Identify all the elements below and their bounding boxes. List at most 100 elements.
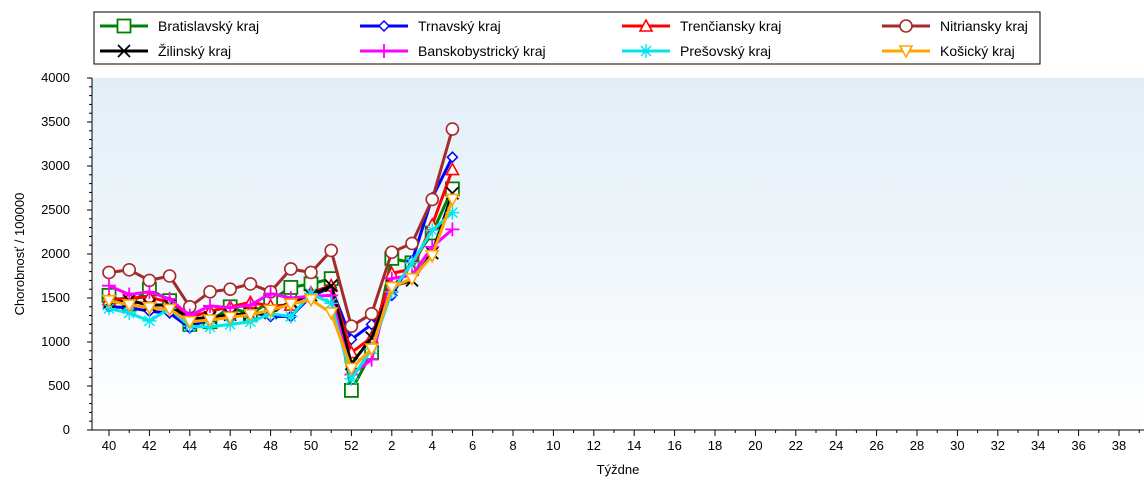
legend-marker	[899, 19, 913, 33]
legend-item: Banskobystrický kraj	[360, 43, 546, 59]
data-point	[445, 161, 460, 176]
legend-item: Trnavský kraj	[360, 18, 501, 34]
legend-label: Bratislavský kraj	[158, 18, 259, 34]
data-point	[102, 301, 116, 316]
y-tick-label: 4000	[41, 70, 70, 85]
data-point	[324, 296, 339, 311]
x-tick-label: 38	[1112, 438, 1126, 453]
data-point	[121, 299, 137, 313]
data-point	[223, 282, 237, 297]
x-tick-label: 36	[1071, 438, 1085, 453]
data-point	[202, 314, 218, 328]
x-tick-label: 32	[991, 438, 1005, 453]
x-tick-label: 42	[142, 438, 156, 453]
data-point	[384, 245, 399, 260]
data-point	[324, 279, 338, 293]
data-point	[102, 278, 116, 293]
x-tick-label: 8	[509, 438, 516, 453]
legend-item: Prešovský kraj	[622, 43, 771, 59]
x-tick-label: 20	[748, 438, 762, 453]
data-point	[283, 309, 298, 324]
legend-marker	[377, 44, 391, 58]
data-point	[364, 307, 379, 321]
data-point	[303, 293, 319, 308]
series-group	[101, 122, 460, 398]
data-point	[445, 193, 460, 208]
x-tick-label: 52	[344, 438, 358, 453]
y-tick-label: 2500	[41, 202, 70, 217]
x-tick-label: 24	[829, 438, 843, 453]
data-point	[263, 286, 278, 301]
x-tick-label: 26	[869, 438, 883, 453]
data-point	[344, 319, 359, 333]
data-point	[283, 262, 298, 276]
legend-marker	[898, 45, 914, 59]
x-tick-label: 14	[627, 438, 641, 453]
x-axis-title: Týždne	[597, 462, 640, 477]
legend-marker	[639, 44, 653, 58]
data-point	[323, 307, 339, 321]
legend-item: Žilinský kraj	[100, 43, 231, 59]
plot-area	[92, 78, 1144, 430]
legend-label: Žilinský kraj	[158, 43, 231, 59]
legend-label: Trnavský kraj	[418, 18, 501, 34]
legend-label: Trenčiansky kraj	[680, 18, 781, 34]
x-tick-label: 10	[546, 438, 560, 453]
x-tick-label: 16	[667, 438, 681, 453]
x-tick-label: 34	[1031, 438, 1045, 453]
data-point	[344, 371, 359, 386]
data-point	[445, 205, 460, 220]
legend-label: Košický kraj	[940, 43, 1015, 59]
x-tick-label: 30	[950, 438, 964, 453]
data-point	[304, 286, 318, 301]
series-6	[102, 222, 460, 382]
data-point	[405, 255, 419, 270]
legend-marker	[116, 18, 132, 34]
data-point	[263, 304, 278, 318]
y-tick-label: 0	[63, 422, 70, 437]
x-tick-label: 22	[789, 438, 803, 453]
y-ticks: 0 500 1000 1500 2000 2500 3000 3500 4000	[41, 70, 92, 437]
data-point	[364, 343, 379, 357]
data-point	[344, 362, 359, 377]
legend-marker	[638, 18, 654, 32]
data-point	[182, 315, 198, 330]
y-tick-label: 3500	[41, 114, 70, 129]
x-tick-label: 2	[388, 438, 395, 453]
legend: Bratislavský kraj Trnavský kraj Trenčiansk…	[100, 18, 1028, 59]
y-tick-label: 500	[48, 378, 70, 393]
x-tick-label: 18	[708, 438, 722, 453]
x-tick-label: 40	[102, 438, 116, 453]
x-tick-label: 6	[469, 438, 476, 453]
data-point	[101, 294, 117, 309]
x-tick-label: 4	[429, 438, 436, 453]
data-point	[283, 298, 299, 312]
data-point	[384, 281, 400, 296]
data-point	[142, 284, 157, 299]
data-point	[142, 273, 157, 288]
y-axis-title: Chorobnosť / 100000	[12, 193, 27, 316]
data-point	[162, 303, 177, 318]
data-point	[304, 265, 318, 280]
legend-item: Nitriansky kraj	[882, 18, 1028, 34]
legend-marker	[377, 19, 391, 33]
y-tick-label: 1000	[41, 334, 70, 349]
legend-item: Trenčiansky kraj	[622, 18, 781, 34]
x-tick-label: 48	[263, 438, 277, 453]
data-point	[243, 308, 258, 323]
x-tick-label: 28	[910, 438, 924, 453]
legend-item: Košický kraj	[882, 43, 1015, 59]
data-point	[122, 305, 137, 320]
data-point	[243, 277, 258, 291]
data-point	[405, 236, 419, 251]
legend-label: Prešovský kraj	[680, 43, 771, 59]
y-tick-label: 2000	[41, 246, 70, 261]
legend-box	[93, 11, 1041, 65]
data-point	[142, 313, 157, 328]
x-tick-label: 50	[304, 438, 318, 453]
data-point	[122, 287, 137, 302]
data-point	[162, 269, 177, 283]
series-8	[101, 193, 460, 377]
legend-label: Nitriansky kraj	[940, 18, 1028, 34]
